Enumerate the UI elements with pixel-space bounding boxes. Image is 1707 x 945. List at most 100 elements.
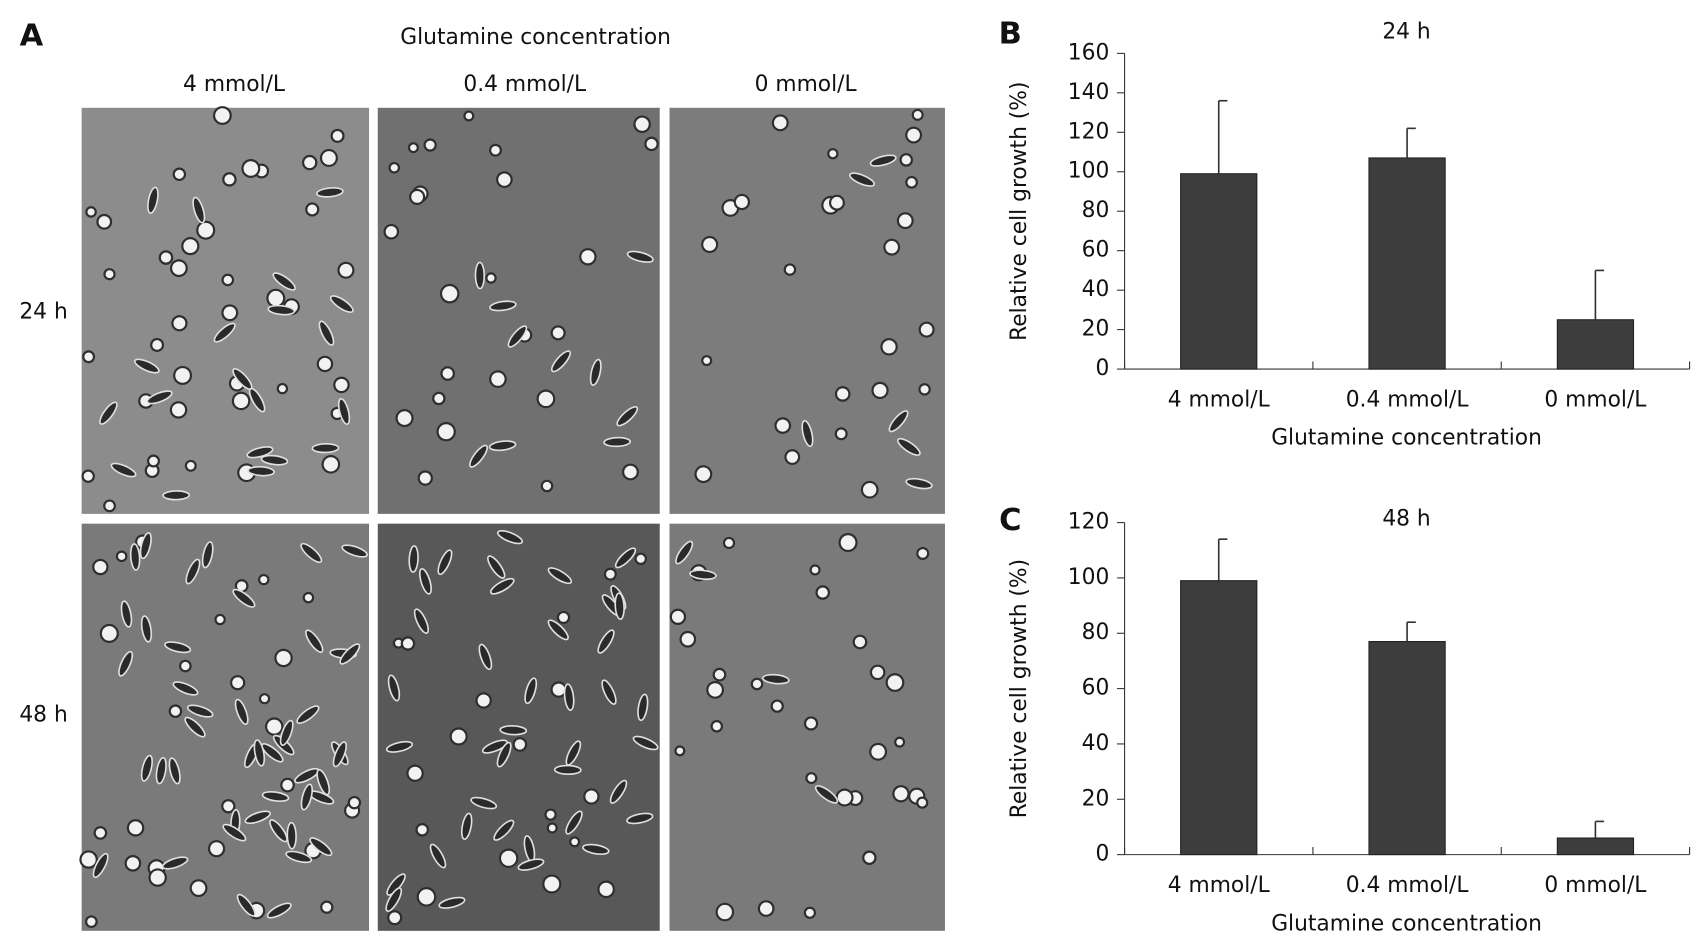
cell: [772, 701, 782, 711]
cell: [305, 629, 324, 653]
cell: [140, 615, 153, 643]
cell: [171, 403, 186, 417]
cell: [465, 112, 473, 120]
cell: [478, 643, 493, 671]
cell: [234, 393, 249, 409]
cell: [425, 140, 435, 150]
cell: [460, 812, 473, 840]
cell: [129, 821, 143, 835]
cell: [279, 719, 294, 746]
cell: [224, 174, 235, 185]
cell: [675, 540, 694, 565]
cell: [210, 842, 223, 856]
cell: [885, 240, 898, 254]
cell: [223, 275, 232, 285]
cell: [488, 440, 517, 452]
cell: [248, 387, 266, 413]
cell: [873, 383, 887, 397]
cell: [94, 561, 107, 574]
cell: [253, 739, 266, 767]
cell: [785, 265, 795, 274]
column-label: 4 mmol/L: [183, 72, 286, 97]
y-tick-label: 0: [1095, 842, 1109, 867]
cell: [286, 821, 297, 850]
cell: [260, 454, 289, 466]
cell: [491, 145, 500, 155]
bar: [1180, 580, 1258, 856]
cell: [487, 555, 506, 579]
cell: [829, 150, 837, 158]
cell: [920, 385, 929, 394]
cell: [172, 261, 186, 275]
y-tick-label: 40: [1082, 731, 1110, 756]
x-tick-label: 0.4 mmol/L: [1346, 873, 1470, 898]
cell: [894, 787, 908, 801]
panel-title: Glutamine concentration: [400, 25, 671, 50]
cell: [514, 739, 525, 750]
cell: [244, 810, 271, 825]
cell: [597, 629, 615, 654]
micrograph: [669, 107, 945, 514]
cell: [681, 633, 694, 646]
cell: [99, 401, 118, 425]
cell: [671, 610, 684, 623]
cell: [385, 740, 414, 753]
cell: [149, 456, 158, 466]
cell: [318, 320, 335, 346]
cell: [626, 250, 654, 263]
cell: [470, 796, 498, 810]
cell: [339, 643, 361, 665]
cell: [547, 619, 569, 641]
cell: [552, 683, 565, 696]
cell: [723, 201, 738, 215]
cell: [186, 462, 195, 470]
cell: [864, 852, 875, 863]
cell: [603, 436, 631, 448]
y-tick-label: 60: [1082, 676, 1110, 701]
x-tick-label: 0 mmol/L: [1544, 388, 1647, 413]
y-tick-label: 40: [1082, 277, 1110, 302]
cell: [637, 693, 649, 722]
cell: [708, 683, 722, 697]
cell: [332, 741, 348, 768]
cell: [872, 666, 884, 679]
cell: [147, 186, 159, 214]
cell: [714, 669, 725, 680]
cell: [413, 608, 430, 634]
cell: [168, 757, 181, 785]
bar: [1556, 837, 1635, 856]
cell: [198, 222, 214, 238]
cell: [160, 252, 172, 263]
cell: [118, 650, 134, 677]
cell: [332, 131, 343, 141]
cell: [386, 873, 406, 896]
cell: [544, 876, 560, 892]
cell: [267, 719, 282, 734]
cell: [316, 768, 331, 796]
cell: [213, 322, 236, 343]
chart-title: 48 h: [1382, 506, 1430, 531]
cell: [318, 357, 331, 370]
cell: [181, 661, 190, 671]
cell: [183, 239, 198, 254]
cell: [201, 541, 214, 569]
cell: [913, 111, 922, 119]
y-tick-label: 80: [1082, 198, 1110, 223]
y-tick-label: 100: [1068, 159, 1110, 184]
cell: [186, 704, 214, 718]
cell: [442, 286, 458, 302]
cell: [261, 790, 290, 803]
cell: [146, 390, 173, 405]
cell: [304, 594, 312, 602]
cell: [837, 388, 849, 400]
cell: [278, 385, 286, 393]
cell: [408, 766, 422, 780]
cell: [385, 226, 397, 238]
cell: [635, 117, 649, 131]
cell: [236, 893, 256, 917]
bar: [1556, 319, 1635, 370]
cell: [429, 843, 447, 869]
cell: [538, 391, 554, 407]
cell: [300, 542, 323, 564]
cell: [272, 272, 296, 291]
